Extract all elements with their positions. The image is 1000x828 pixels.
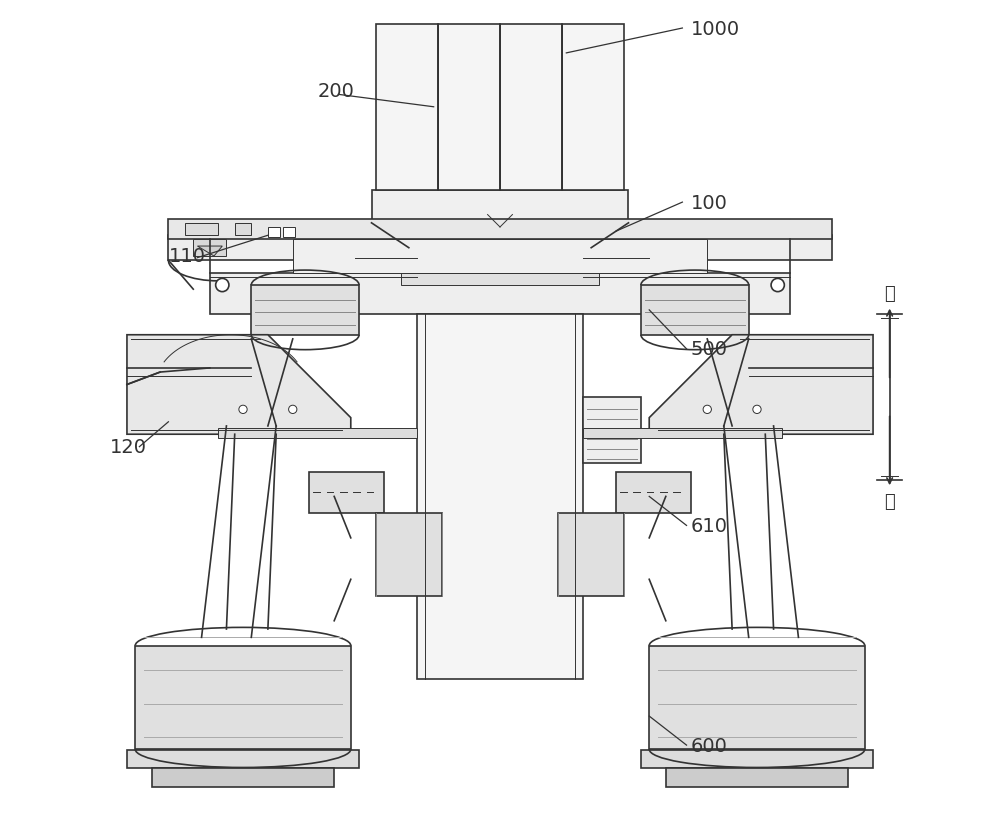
Text: 500: 500: [691, 340, 728, 359]
FancyBboxPatch shape: [376, 513, 442, 596]
Text: 100: 100: [691, 194, 728, 212]
FancyBboxPatch shape: [293, 240, 707, 273]
FancyBboxPatch shape: [401, 273, 599, 286]
FancyBboxPatch shape: [562, 25, 624, 190]
Polygon shape: [197, 247, 222, 257]
FancyBboxPatch shape: [185, 224, 218, 236]
Text: 120: 120: [110, 438, 147, 456]
FancyBboxPatch shape: [616, 472, 691, 513]
FancyBboxPatch shape: [193, 240, 226, 257]
FancyBboxPatch shape: [210, 273, 790, 315]
Text: 上: 上: [884, 284, 895, 302]
Circle shape: [216, 279, 229, 292]
Text: 600: 600: [691, 736, 728, 754]
FancyBboxPatch shape: [268, 228, 280, 238]
FancyBboxPatch shape: [583, 429, 782, 439]
Text: 下: 下: [884, 493, 895, 511]
Text: 110: 110: [168, 248, 205, 266]
Text: 200: 200: [318, 82, 354, 100]
Polygon shape: [649, 335, 873, 435]
FancyBboxPatch shape: [649, 248, 670, 269]
FancyBboxPatch shape: [583, 397, 641, 464]
FancyBboxPatch shape: [168, 219, 832, 240]
FancyBboxPatch shape: [558, 513, 624, 596]
FancyBboxPatch shape: [218, 429, 417, 439]
Circle shape: [703, 406, 711, 414]
FancyBboxPatch shape: [283, 228, 295, 238]
FancyBboxPatch shape: [135, 646, 351, 749]
Text: 610: 610: [691, 517, 728, 535]
Polygon shape: [127, 335, 351, 435]
FancyBboxPatch shape: [438, 25, 500, 190]
FancyBboxPatch shape: [417, 315, 583, 679]
FancyBboxPatch shape: [376, 25, 438, 190]
Circle shape: [753, 406, 761, 414]
FancyBboxPatch shape: [152, 768, 334, 787]
FancyBboxPatch shape: [641, 750, 873, 768]
FancyBboxPatch shape: [168, 236, 832, 261]
Circle shape: [239, 406, 247, 414]
FancyBboxPatch shape: [372, 190, 628, 224]
FancyBboxPatch shape: [127, 750, 359, 768]
FancyBboxPatch shape: [235, 224, 251, 236]
FancyBboxPatch shape: [649, 646, 865, 749]
FancyBboxPatch shape: [641, 286, 749, 335]
FancyBboxPatch shape: [500, 25, 562, 190]
FancyBboxPatch shape: [309, 472, 384, 513]
FancyBboxPatch shape: [334, 248, 355, 269]
Circle shape: [289, 406, 297, 414]
Circle shape: [771, 279, 784, 292]
FancyBboxPatch shape: [251, 286, 359, 335]
Text: 1000: 1000: [691, 20, 740, 38]
FancyBboxPatch shape: [666, 768, 848, 787]
